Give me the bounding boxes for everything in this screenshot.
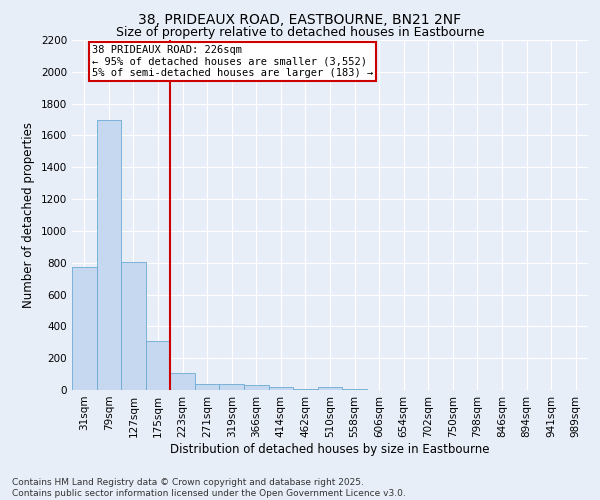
Y-axis label: Number of detached properties: Number of detached properties — [22, 122, 35, 308]
Bar — [72, 266, 97, 390]
Bar — [97, 120, 121, 390]
X-axis label: Distribution of detached houses by size in Eastbourne: Distribution of detached houses by size … — [170, 442, 490, 456]
Bar — [195, 384, 220, 390]
Bar — [121, 262, 146, 390]
Bar — [342, 389, 367, 390]
Bar — [318, 387, 342, 390]
Text: 38 PRIDEAUX ROAD: 226sqm
← 95% of detached houses are smaller (3,552)
5% of semi: 38 PRIDEAUX ROAD: 226sqm ← 95% of detach… — [92, 45, 373, 78]
Text: Size of property relative to detached houses in Eastbourne: Size of property relative to detached ho… — [116, 26, 484, 39]
Bar — [269, 387, 293, 390]
Bar — [293, 389, 318, 390]
Text: Contains HM Land Registry data © Crown copyright and database right 2025.
Contai: Contains HM Land Registry data © Crown c… — [12, 478, 406, 498]
Bar — [244, 385, 269, 390]
Text: 38, PRIDEAUX ROAD, EASTBOURNE, BN21 2NF: 38, PRIDEAUX ROAD, EASTBOURNE, BN21 2NF — [139, 12, 461, 26]
Bar — [220, 384, 244, 390]
Bar — [170, 372, 195, 390]
Bar — [146, 342, 170, 390]
